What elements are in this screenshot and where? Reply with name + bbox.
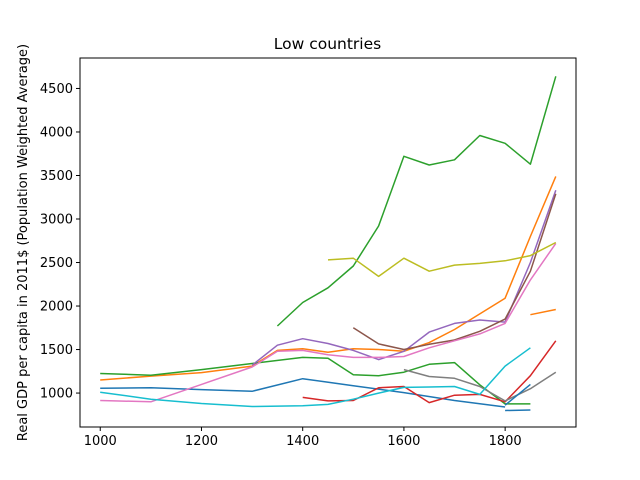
series-line-11 (403, 368, 557, 402)
series-line-4 (530, 308, 556, 316)
series-line-6 (276, 76, 557, 327)
plot-frame (79, 57, 577, 428)
series-line-3 (100, 176, 557, 381)
series-line-13 (100, 347, 531, 408)
y-tick-label: 1000 (40, 387, 73, 402)
x-tick-label: 1600 (387, 434, 420, 449)
series-line-5 (100, 356, 531, 405)
series-line-14 (504, 383, 531, 406)
y-tick-label: 3000 (40, 213, 73, 228)
y-tick-label: 2000 (40, 300, 73, 315)
x-tick-label: 1200 (185, 434, 218, 449)
series-layer (100, 76, 557, 412)
y-tick-label: 4500 (40, 82, 73, 97)
series-line-8 (251, 190, 557, 366)
x-axis: 1000 1200 1400 1600 1800 (84, 427, 522, 449)
y-tick-label: 4000 (40, 125, 73, 140)
y-axis-label: Real GDP per capita in 2011$ (Population… (16, 44, 31, 441)
series-line-10 (100, 242, 557, 403)
y-tick-label: 1500 (40, 343, 73, 358)
series-line-2 (505, 409, 531, 412)
series-line-9 (352, 193, 557, 351)
y-tick-label: 2500 (40, 256, 73, 271)
y-axis: 1000 1500 2000 2500 3000 3500 4000 4500 (40, 82, 80, 402)
series-line-1 (100, 377, 506, 408)
chart-title: Low countries (274, 35, 381, 53)
x-tick-label: 1800 (489, 434, 522, 449)
series-line-12 (327, 241, 557, 278)
x-tick-label: 1000 (84, 434, 117, 449)
x-tick-label: 1400 (286, 434, 319, 449)
y-tick-label: 3500 (40, 169, 73, 184)
